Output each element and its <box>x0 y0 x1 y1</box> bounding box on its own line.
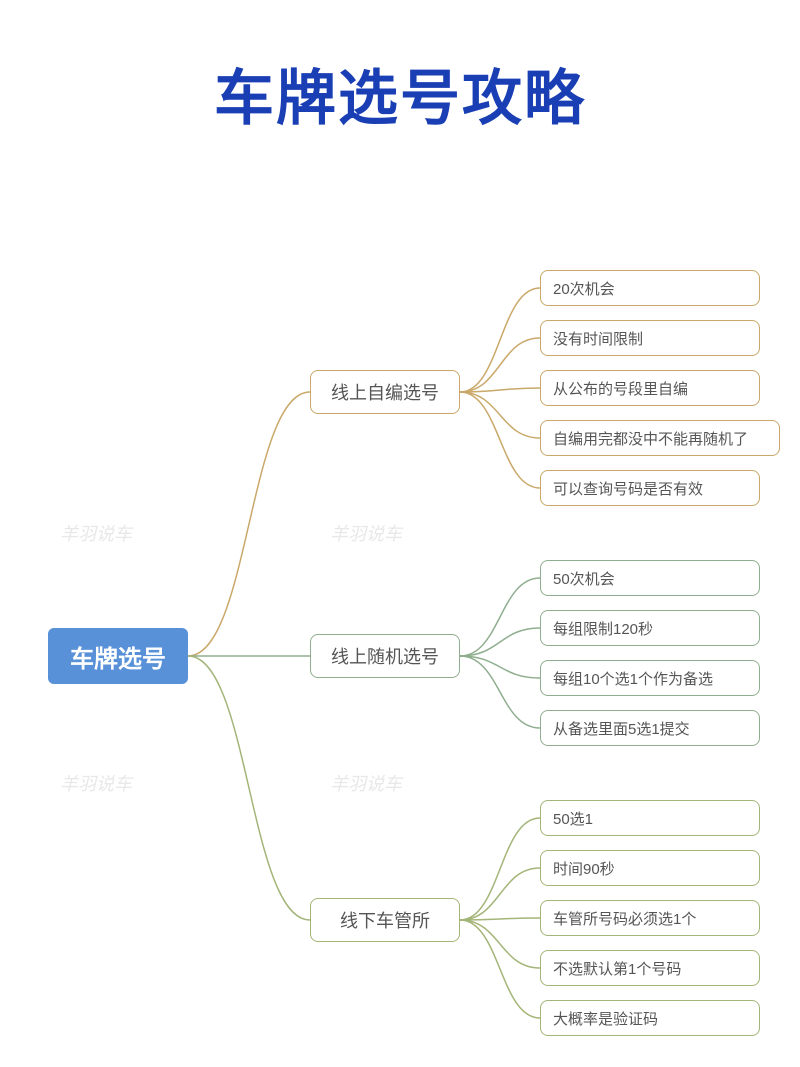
leaf-node: 50选1 <box>540 800 760 836</box>
leaf-node: 50次机会 <box>540 560 760 596</box>
watermark: 羊羽说车 <box>330 520 402 546</box>
root-node: 车牌选号 <box>48 628 188 684</box>
branch-node-b3: 线下车管所 <box>310 898 460 942</box>
branch-node-b2: 线上随机选号 <box>310 634 460 678</box>
branch-node-b1: 线上自编选号 <box>310 370 460 414</box>
leaf-node: 每组限制120秒 <box>540 610 760 646</box>
leaf-node: 从备选里面5选1提交 <box>540 710 760 746</box>
leaf-node: 大概率是验证码 <box>540 1000 760 1036</box>
watermark: 羊羽说车 <box>330 770 402 796</box>
leaf-node: 从公布的号段里自编 <box>540 370 760 406</box>
leaf-node: 20次机会 <box>540 270 760 306</box>
leaf-node: 每组10个选1个作为备选 <box>540 660 760 696</box>
leaf-node: 时间90秒 <box>540 850 760 886</box>
watermark: 羊羽说车 <box>60 520 132 546</box>
leaf-node: 车管所号码必须选1个 <box>540 900 760 936</box>
leaf-node: 不选默认第1个号码 <box>540 950 760 986</box>
leaf-node: 没有时间限制 <box>540 320 760 356</box>
watermark: 羊羽说车 <box>60 770 132 796</box>
leaf-node: 可以查询号码是否有效 <box>540 470 760 506</box>
leaf-node: 自编用完都没中不能再随机了 <box>540 420 780 456</box>
page-title: 车牌选号攻略 <box>0 0 800 137</box>
